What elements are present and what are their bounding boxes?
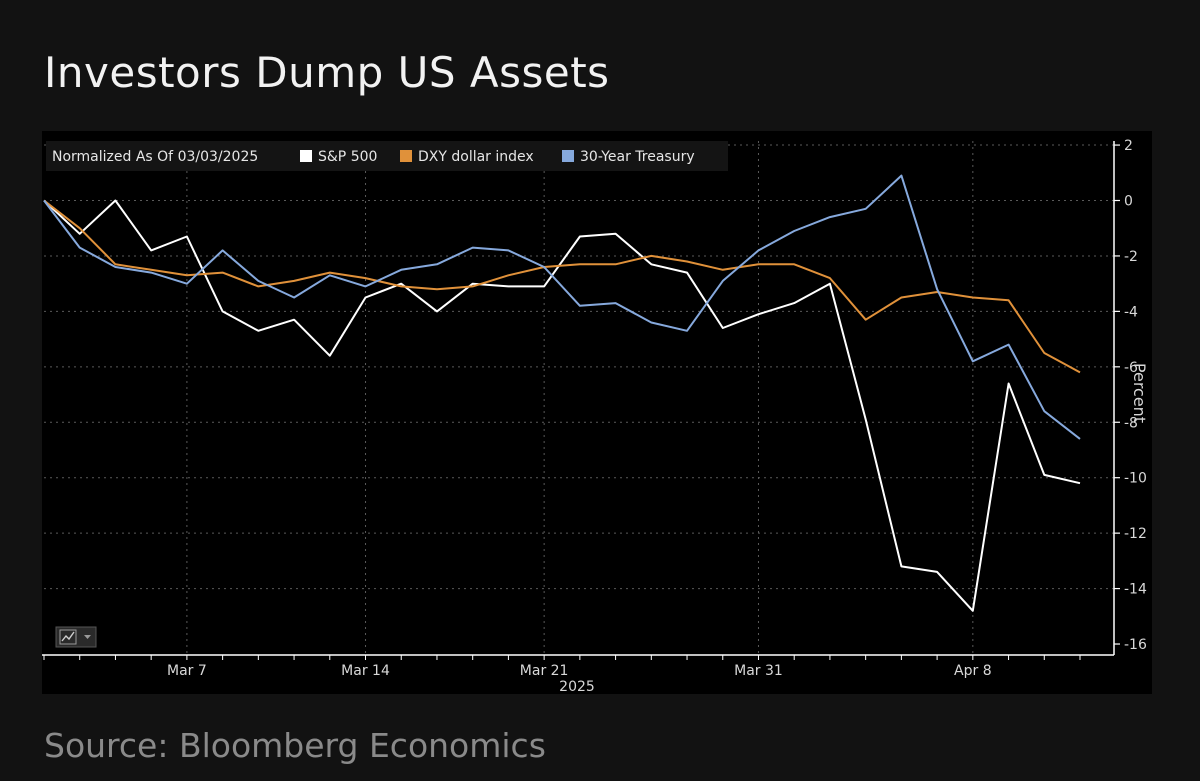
y-tick-label: -14 [1124, 582, 1147, 598]
sp500-line [43, 199, 1081, 612]
x-tick-label: Mar 31 [734, 663, 783, 679]
source-note: Source: Bloomberg Economics [44, 726, 546, 765]
y-axis-title: Percent [1130, 363, 1149, 423]
x-tick-layer: Mar 7 Mar 14 Mar 21 Mar 31 Apr 8 [43, 655, 1081, 679]
legend-label-dxy: DXY dollar index [418, 149, 534, 165]
y-tick-label: 2 [1124, 138, 1133, 154]
page-title: Investors Dump US Assets [44, 48, 610, 97]
y-tick-label: -10 [1124, 471, 1147, 487]
series-layer [43, 174, 1081, 612]
chart-type-button[interactable] [55, 626, 97, 648]
chart-panel: 2 0 -2 -4 -6 -8 -10 -12 -14 -16 Mar 7 Mar 14 Mar 21… [42, 131, 1152, 694]
axes-layer [42, 141, 1115, 656]
caret-down-icon [84, 635, 91, 639]
legend: Normalized As Of 03/03/2025 S&P 500 DXY … [46, 141, 728, 171]
x-tick-label: Mar 7 [167, 663, 207, 679]
x-tick-label: Mar 14 [341, 663, 390, 679]
legend-background [46, 141, 728, 171]
legend-swatch-sp500 [300, 150, 312, 162]
y-tick-label: -2 [1124, 249, 1138, 265]
legend-label-sp500: S&P 500 [318, 149, 377, 165]
x-tick-label: Mar 21 [520, 663, 569, 679]
legend-swatch-treasury [562, 150, 574, 162]
grid-layer [44, 141, 1114, 655]
line-chart: 2 0 -2 -4 -6 -8 -10 -12 -14 -16 Mar 7 Mar 14 Mar 21… [42, 138, 1149, 694]
y-tick-label: -16 [1124, 637, 1147, 653]
y-tick-label: -6 [1124, 360, 1138, 376]
y-tick-label: -8 [1124, 415, 1138, 431]
x-tick-label: Apr 8 [954, 663, 992, 679]
y-tick-layer: 2 0 -2 -4 -6 -8 -10 -12 -14 -16 [1114, 138, 1147, 653]
legend-title: Normalized As Of 03/03/2025 [52, 149, 258, 165]
y-tick-label: -12 [1124, 526, 1147, 542]
legend-label-treasury: 30-Year Treasury [580, 149, 695, 165]
x-axis-title: 2025 [559, 679, 595, 694]
dxy-line [43, 199, 1081, 374]
legend-swatch-dxy [400, 150, 412, 162]
y-tick-label: 0 [1124, 194, 1133, 210]
line-chart-icon [59, 629, 77, 645]
treasury-line [43, 174, 1081, 440]
y-tick-label: -4 [1124, 304, 1138, 320]
